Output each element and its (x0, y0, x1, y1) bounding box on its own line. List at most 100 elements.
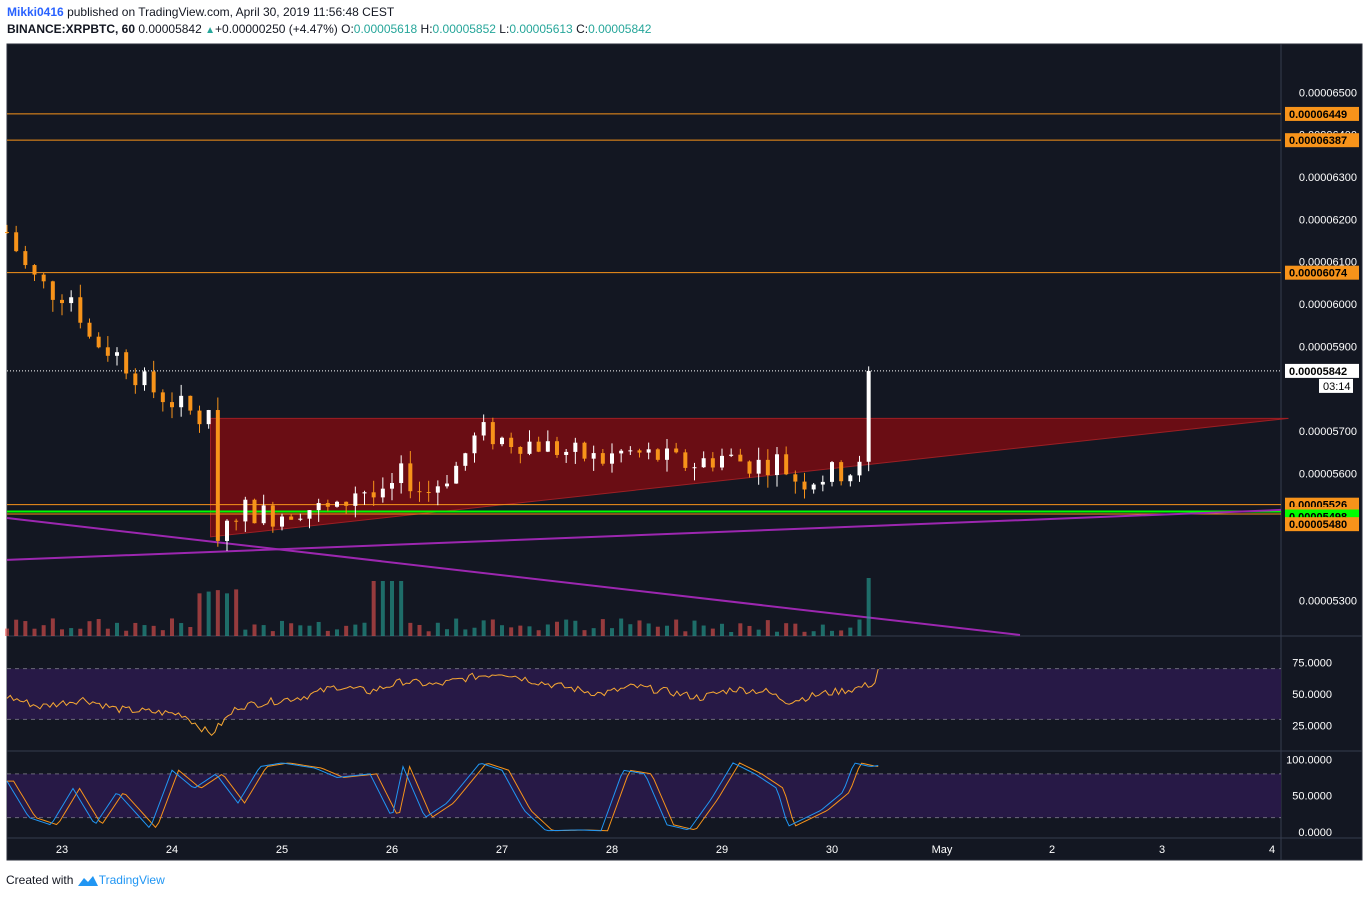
volume-bar (23, 621, 28, 636)
candle-body (591, 453, 596, 459)
candle-body (325, 503, 330, 507)
candle-body (41, 274, 46, 282)
volume-bar (105, 628, 110, 636)
candle-body (380, 488, 385, 498)
price-label-text: 0.00005480 (1289, 519, 1347, 531)
candle-body (60, 299, 64, 304)
candle-body (307, 510, 312, 519)
volume-bar (820, 624, 825, 636)
countdown-text: 03:14 (1323, 381, 1351, 393)
candle-body (417, 491, 422, 493)
volume-bar (665, 625, 669, 636)
volume-bar (610, 628, 614, 636)
close-value: 0.00005842 (588, 22, 652, 36)
tradingview-brand[interactable]: TradingView (98, 873, 165, 887)
candle-body (665, 448, 669, 460)
volume-bar (729, 631, 734, 636)
volume-bar (692, 620, 697, 636)
candle-body (69, 297, 74, 304)
price-label-box (1285, 265, 1359, 280)
volume-bar (500, 625, 504, 636)
candle-body (674, 448, 679, 453)
price-tick-label: 0.00006200 (1299, 214, 1357, 226)
candle-body (435, 486, 440, 493)
candle-body (23, 251, 28, 266)
volume-bar (335, 629, 339, 636)
candle-body (500, 437, 504, 445)
candle-body (280, 516, 284, 527)
stoch-k-line (6, 762, 879, 832)
volume-bar (87, 621, 92, 636)
candle-body (701, 458, 706, 468)
price-tick-label: 0.00005700 (1299, 426, 1357, 438)
volume-bar (252, 624, 257, 636)
price-axis-background (1281, 44, 1362, 860)
rsi-tick-label: 50.0000 (1292, 689, 1332, 701)
volume-bar (454, 618, 459, 636)
volume-bar (555, 621, 559, 636)
volume-bar (848, 627, 853, 636)
rsi-tick-label: 25.0000 (1292, 721, 1332, 733)
high-label: H: (420, 22, 433, 36)
stoch-tick-label: 0.0000 (1298, 827, 1332, 839)
volume-bar (399, 581, 404, 636)
price-tick-label: 0.00006000 (1299, 299, 1357, 311)
volume-bar (619, 618, 624, 636)
footer: Created with TradingView (6, 873, 165, 888)
volume-bar (32, 628, 37, 636)
candle-body (179, 395, 184, 408)
candle-body (197, 410, 202, 425)
price-tick-label: 0.00006300 (1299, 172, 1357, 184)
price-label-text: 0.00005842 (1289, 366, 1347, 378)
volume-bar (600, 619, 605, 636)
volume-bar (69, 628, 74, 636)
candle-body (775, 454, 779, 476)
candle-body (564, 451, 569, 455)
candle-body (133, 373, 138, 386)
candle-body (820, 481, 825, 485)
volume-bar (463, 629, 468, 636)
candle-body (215, 410, 220, 541)
volume-bar (637, 620, 642, 636)
last-price: 0.00005842 (138, 22, 202, 36)
volume-bar (124, 630, 129, 636)
volume-bar (197, 593, 202, 636)
price-tick-label: 0.00005600 (1299, 468, 1357, 480)
x-tick-label: 30 (826, 844, 838, 856)
volume-bar (655, 626, 660, 636)
price-label-box (1285, 133, 1359, 148)
candle-body (454, 465, 459, 484)
volume-bar (151, 625, 156, 636)
candle-body (335, 501, 339, 507)
countdown-box (1319, 378, 1353, 393)
volume-bar (371, 581, 376, 636)
candle-body (527, 441, 532, 454)
volume-bar (160, 630, 165, 636)
price-label-text: 0.00006074 (1289, 268, 1348, 280)
symbol-line: BINANCE:XRPBTC, 60 0.00005842 ▲+0.000002… (7, 22, 651, 36)
x-tick-label: 4 (1269, 844, 1275, 856)
volume-bar (225, 593, 229, 636)
low-value: 0.00005613 (509, 22, 573, 36)
candle-body (243, 499, 248, 522)
volume-bar (5, 628, 9, 636)
price-tick-label: 0.00006500 (1299, 87, 1357, 99)
price-tick-label: 0.00006100 (1299, 257, 1357, 269)
volume-bar (215, 590, 220, 636)
candle-body (784, 454, 789, 475)
candle-body (206, 410, 211, 425)
x-tick-label: 3 (1159, 844, 1165, 856)
candle-body (536, 441, 541, 452)
candle-body (105, 347, 110, 356)
candle-body (234, 520, 239, 522)
candle-body (710, 458, 715, 468)
volume-bar (765, 620, 770, 636)
volume-bar (298, 625, 303, 636)
author-link[interactable]: Mikki0416 (7, 5, 64, 19)
candle-body (573, 442, 578, 452)
candle-body (637, 450, 642, 453)
publish-line: Mikki0416 published on TradingView.com, … (7, 5, 394, 19)
volume-bar (866, 578, 871, 636)
candle-body (857, 461, 862, 476)
